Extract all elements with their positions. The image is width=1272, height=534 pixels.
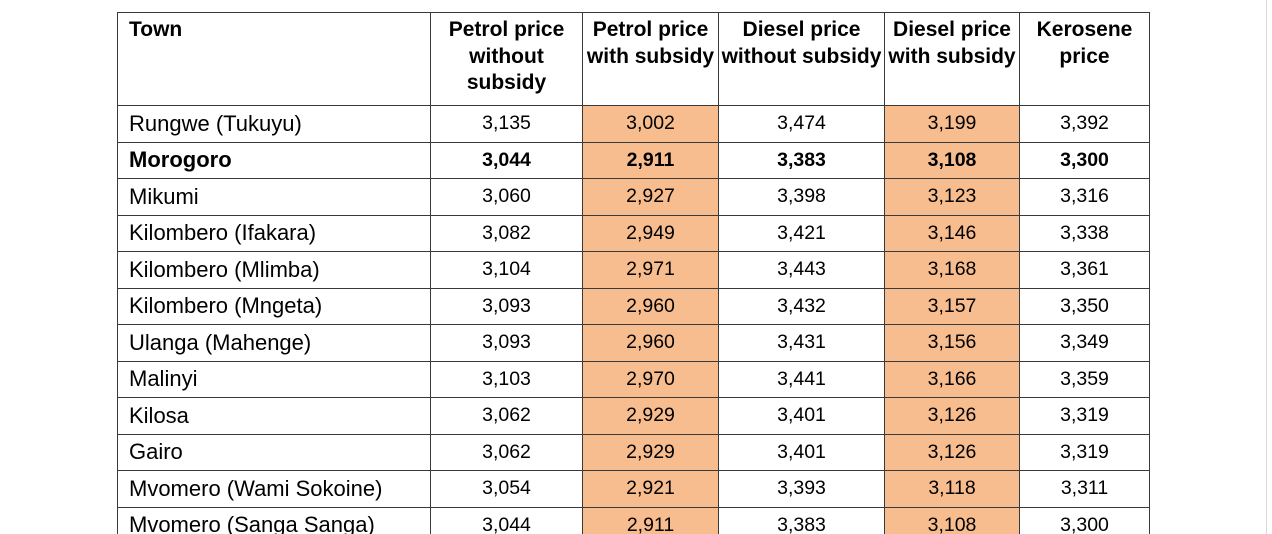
diesel-without-subsidy-cell: 3,398	[718, 178, 885, 216]
kerosene-cell: 3,319	[1019, 433, 1150, 471]
petrol-with-subsidy-cell: 3,002	[582, 105, 719, 143]
town-cell: Mvomero (Sanga Sanga)	[117, 506, 431, 534]
diesel-with-subsidy-cell: 3,146	[884, 214, 1020, 252]
table-header: Town Petrol price without subsidy Petrol…	[117, 12, 1150, 106]
table-row: Ulanga (Mahenge) 3,093 2,960 3,431 3,156 3,34…	[117, 324, 1150, 362]
diesel-without-subsidy-cell: 3,432	[718, 287, 885, 325]
kerosene-cell: 3,300	[1019, 141, 1150, 179]
petrol-with-subsidy-cell: 2,949	[582, 214, 719, 252]
town-cell: Kilosa	[117, 397, 431, 435]
kerosene-cell: 3,349	[1019, 324, 1150, 362]
town-cell: Ulanga (Mahenge)	[117, 324, 431, 362]
table-row: Malinyi 3,103 2,970 3,441 3,166 3,359	[117, 360, 1150, 398]
diesel-with-subsidy-cell: 3,126	[884, 397, 1020, 435]
table-row: Morogoro 3,044 2,911 3,383 3,108 3,300	[117, 141, 1150, 179]
table-row: Kilosa 3,062 2,929 3,401 3,126 3,319	[117, 397, 1150, 435]
diesel-with-subsidy-cell: 3,166	[884, 360, 1020, 398]
table-row: Kilombero (Mlimba) 3,104 2,971 3,443 3,168 3,…	[117, 251, 1150, 289]
petrol-without-subsidy-cell: 3,060	[430, 178, 583, 216]
diesel-without-subsidy-cell: 3,393	[718, 470, 885, 508]
kerosene-cell: 3,311	[1019, 470, 1150, 508]
table-row: Rungwe (Tukuyu) 3,135 3,002 3,474 3,199 3,392	[117, 105, 1150, 143]
table-row: Gairo 3,062 2,929 3,401 3,126 3,319	[117, 433, 1150, 471]
header-diesel-without-subsidy: Diesel price without subsidy	[718, 12, 885, 106]
town-cell: Kilombero (Ifakara)	[117, 214, 431, 252]
petrol-without-subsidy-cell: 3,103	[430, 360, 583, 398]
town-cell: Rungwe (Tukuyu)	[117, 105, 431, 143]
diesel-without-subsidy-cell: 3,401	[718, 433, 885, 471]
petrol-without-subsidy-cell: 3,104	[430, 251, 583, 289]
petrol-without-subsidy-cell: 3,093	[430, 287, 583, 325]
petrol-without-subsidy-cell: 3,044	[430, 141, 583, 179]
table-body: Rungwe (Tukuyu) 3,135 3,002 3,474 3,199 3,392…	[117, 105, 1150, 534]
diesel-without-subsidy-cell: 3,441	[718, 360, 885, 398]
town-cell: Mikumi	[117, 178, 431, 216]
diesel-with-subsidy-cell: 3,123	[884, 178, 1020, 216]
diesel-with-subsidy-cell: 3,156	[884, 324, 1020, 362]
diesel-with-subsidy-cell: 3,168	[884, 251, 1020, 289]
header-kerosene: Kerosene price	[1019, 12, 1150, 106]
town-cell: Malinyi	[117, 360, 431, 398]
header-petrol-with-subsidy: Petrol price with subsidy	[582, 12, 719, 106]
town-cell: Mvomero (Wami Sokoine)	[117, 470, 431, 508]
diesel-with-subsidy-cell: 3,126	[884, 433, 1020, 471]
table-row: Mvomero (Wami Sokoine) 3,054 2,921 3,393 3,1…	[117, 470, 1150, 508]
kerosene-cell: 3,338	[1019, 214, 1150, 252]
petrol-with-subsidy-cell: 2,921	[582, 470, 719, 508]
town-cell: Kilombero (Mngeta)	[117, 287, 431, 325]
diesel-with-subsidy-cell: 3,118	[884, 470, 1020, 508]
petrol-without-subsidy-cell: 3,082	[430, 214, 583, 252]
diesel-with-subsidy-cell: 3,108	[884, 141, 1020, 179]
diesel-without-subsidy-cell: 3,383	[718, 141, 885, 179]
petrol-without-subsidy-cell: 3,093	[430, 324, 583, 362]
kerosene-cell: 3,361	[1019, 251, 1150, 289]
kerosene-cell: 3,300	[1019, 506, 1150, 534]
header-row: Town Petrol price without subsidy Petrol…	[117, 12, 1150, 106]
header-diesel-with-subsidy: Diesel price with subsidy	[884, 12, 1020, 106]
table-row: Kilombero (Ifakara) 3,082 2,949 3,421 3,146 3…	[117, 214, 1150, 252]
header-petrol-without-subsidy: Petrol price without subsidy	[430, 12, 583, 106]
petrol-with-subsidy-cell: 2,960	[582, 287, 719, 325]
diesel-without-subsidy-cell: 3,401	[718, 397, 885, 435]
page-edge-divider	[1266, 0, 1267, 534]
petrol-with-subsidy-cell: 2,960	[582, 324, 719, 362]
petrol-with-subsidy-cell: 2,970	[582, 360, 719, 398]
petrol-without-subsidy-cell: 3,062	[430, 433, 583, 471]
diesel-with-subsidy-cell: 3,199	[884, 105, 1020, 143]
town-cell: Morogoro	[117, 141, 431, 179]
petrol-with-subsidy-cell: 2,971	[582, 251, 719, 289]
petrol-with-subsidy-cell: 2,911	[582, 141, 719, 179]
petrol-without-subsidy-cell: 3,054	[430, 470, 583, 508]
petrol-with-subsidy-cell: 2,927	[582, 178, 719, 216]
kerosene-cell: 3,392	[1019, 105, 1150, 143]
table-row: Mikumi 3,060 2,927 3,398 3,123 3,316	[117, 178, 1150, 216]
petrol-without-subsidy-cell: 3,044	[430, 506, 583, 534]
town-cell: Gairo	[117, 433, 431, 471]
diesel-without-subsidy-cell: 3,443	[718, 251, 885, 289]
diesel-without-subsidy-cell: 3,474	[718, 105, 885, 143]
fuel-price-table: Town Petrol price without subsidy Petrol…	[117, 12, 1150, 534]
petrol-with-subsidy-cell: 2,929	[582, 397, 719, 435]
petrol-without-subsidy-cell: 3,135	[430, 105, 583, 143]
petrol-with-subsidy-cell: 2,929	[582, 433, 719, 471]
diesel-without-subsidy-cell: 3,421	[718, 214, 885, 252]
petrol-with-subsidy-cell: 2,911	[582, 506, 719, 534]
kerosene-cell: 3,316	[1019, 178, 1150, 216]
table-row: Kilombero (Mngeta) 3,093 2,960 3,432 3,157 3,…	[117, 287, 1150, 325]
diesel-with-subsidy-cell: 3,108	[884, 506, 1020, 534]
diesel-without-subsidy-cell: 3,431	[718, 324, 885, 362]
header-town: Town	[117, 12, 431, 106]
kerosene-cell: 3,359	[1019, 360, 1150, 398]
diesel-without-subsidy-cell: 3,383	[718, 506, 885, 534]
kerosene-cell: 3,350	[1019, 287, 1150, 325]
table-row: Mvomero (Sanga Sanga) 3,044 2,911 3,383 3,10…	[117, 506, 1150, 534]
diesel-with-subsidy-cell: 3,157	[884, 287, 1020, 325]
petrol-without-subsidy-cell: 3,062	[430, 397, 583, 435]
kerosene-cell: 3,319	[1019, 397, 1150, 435]
town-cell: Kilombero (Mlimba)	[117, 251, 431, 289]
